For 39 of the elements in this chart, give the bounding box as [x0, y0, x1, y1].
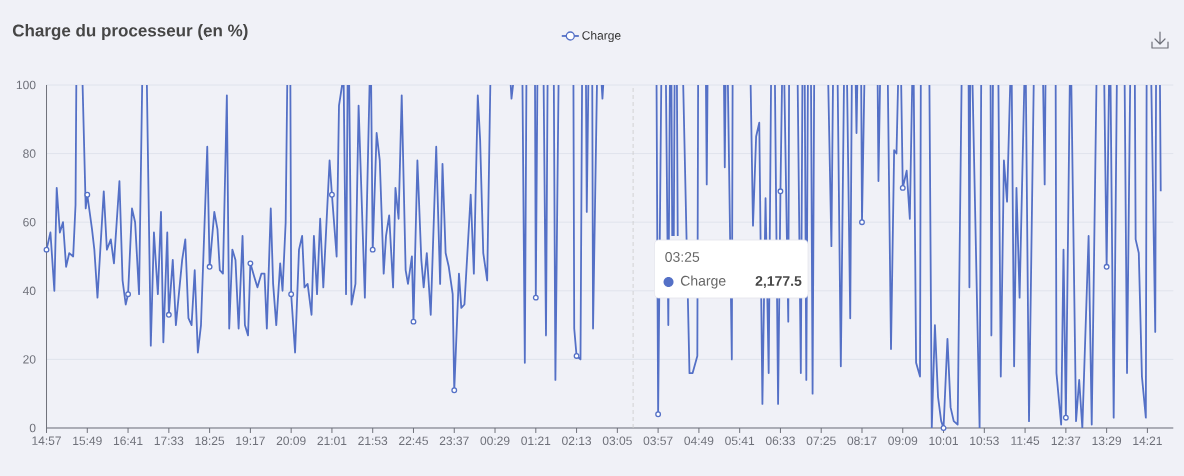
x-tick-label: 02:13	[562, 436, 592, 446]
x-tick-label: 16:41	[113, 436, 143, 446]
x-tick-label: 03:05	[602, 436, 632, 446]
y-tick-label: 80	[23, 149, 36, 158]
x-tick-label: 01:21	[521, 436, 551, 446]
x-tick-label: 12:37	[1051, 436, 1081, 446]
x-tick-label: 06:33	[765, 436, 795, 446]
x-tick-label: 05:41	[725, 436, 755, 446]
y-tick-label: 40	[22, 286, 36, 296]
x-tick-label: 10:01	[929, 436, 958, 446]
x-tick-label: 14:21	[1133, 436, 1162, 445]
x-tick-label: 08:17	[847, 436, 877, 446]
y-tick-label: 60	[23, 217, 36, 227]
x-tick-label: 14:57	[32, 436, 61, 445]
x-tick-label: 21:01	[317, 436, 347, 446]
x-tick-label: 07:25	[806, 436, 836, 446]
legend-label: Charge	[582, 30, 621, 43]
x-tick-label: 03:57	[643, 436, 673, 446]
x-tick-label: 09:09	[888, 436, 918, 446]
x-tick-label: 18:25	[195, 436, 225, 446]
x-tick-label: 23:37	[439, 436, 469, 446]
y-tick-label: 100	[16, 80, 36, 90]
x-tick-label: 13:29	[1092, 436, 1122, 446]
x-tick-label: 15:49	[73, 436, 102, 446]
y-tick-label: 20	[23, 355, 36, 364]
x-tick-label: 00:29	[480, 436, 510, 446]
y-tick-label: 0	[29, 423, 36, 433]
x-tick-label: 04:49	[684, 436, 714, 446]
x-tick-label: 11:45	[1011, 436, 1040, 445]
annotation: Charge	[680, 275, 726, 289]
annotation: 2,177.5	[755, 276, 802, 288]
chart-title: Charge du processeur (en %)	[12, 24, 248, 40]
x-tick-label: 10:53	[970, 436, 999, 446]
x-tick-label: 17:33	[154, 436, 184, 446]
x-tick-label: 21:53	[358, 436, 388, 446]
ref-line-label: 03:25	[665, 252, 700, 262]
x-tick-label: 20:09	[276, 436, 306, 446]
x-tick-label: 22:45	[399, 436, 428, 446]
x-tick-label: 19:17	[236, 436, 265, 446]
